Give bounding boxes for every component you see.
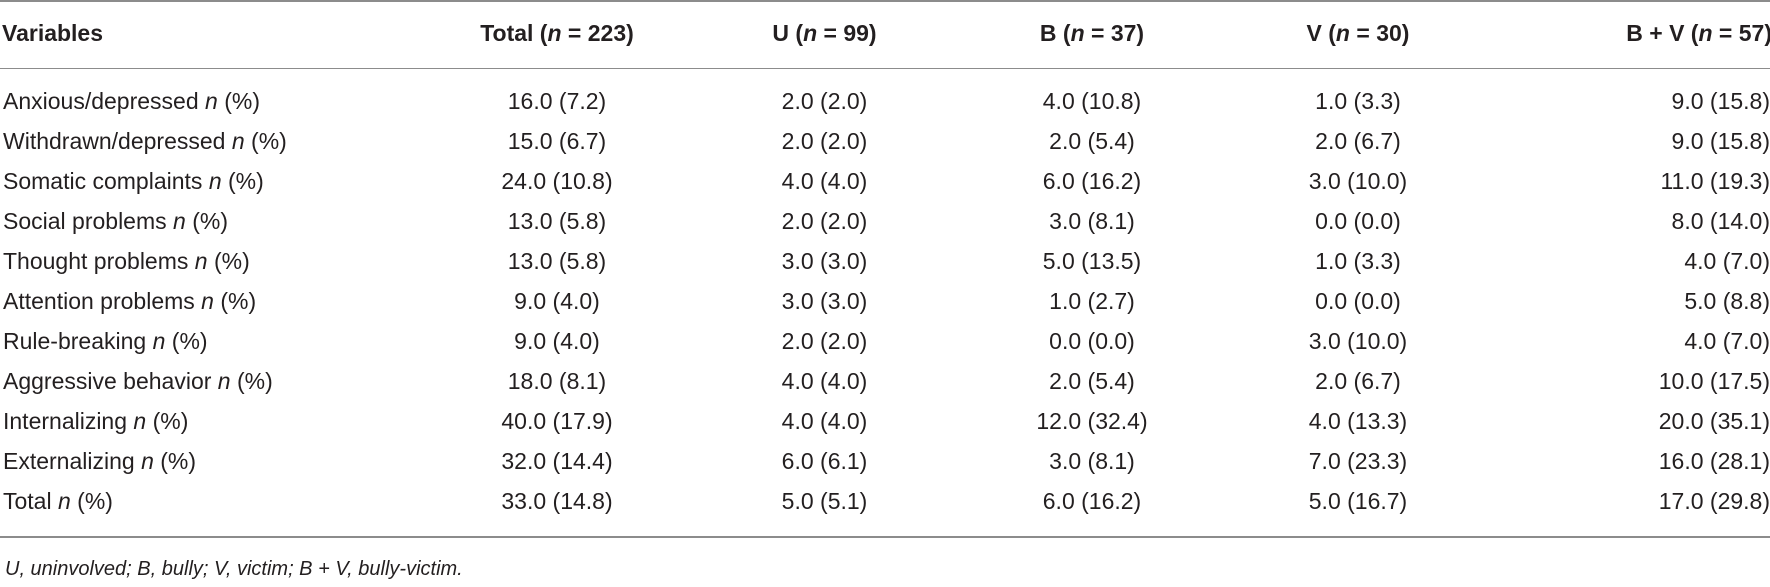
row-total: 33.0 (14.8)	[501, 487, 613, 514]
row-u: 3.0 (3.0)	[781, 287, 868, 314]
row-b: 5.0 (13.5)	[1042, 247, 1142, 274]
row-v: 0.0 (0.0)	[1315, 287, 1401, 314]
table-row: Aggressive behavior n (%) 18.0 (8.1) 4.0 (…	[0, 361, 1770, 401]
row-u: 3.0 (3.0)	[781, 247, 868, 274]
row-v: 1.0 (3.3)	[1315, 247, 1401, 274]
row-b: 3.0 (8.1)	[1049, 207, 1135, 234]
table-row: Attention problems n (%) 9.0 (4.0) 3.0 (3.…	[0, 281, 1770, 321]
row-b: 0.0 (0.0)	[1049, 327, 1135, 354]
header-total: Total (n = 223)	[480, 20, 634, 46]
table-row: Somatic complaints n (%) 24.0 (10.8) 4.0 (…	[0, 161, 1770, 201]
header-b: B (n = 37)	[1039, 20, 1145, 46]
row-bv: 8.0 (14.0)	[1671, 207, 1770, 234]
row-u: 6.0 (6.1)	[781, 447, 868, 474]
row-bv: 20.0 (35.1)	[1658, 407, 1770, 434]
table-row: Social problems n (%) 13.0 (5.8) 2.0 (2.0)…	[0, 201, 1770, 241]
row-b: 2.0 (5.4)	[1049, 127, 1135, 154]
row-bv: 10.0 (17.5)	[1658, 367, 1770, 394]
row-u: 4.0 (4.0)	[781, 367, 868, 394]
row-total: 24.0 (10.8)	[501, 167, 613, 194]
row-bv: 5.0 (8.8)	[1684, 287, 1770, 314]
row-total: 15.0 (6.7)	[507, 127, 607, 154]
table-bottom-rule	[0, 536, 1770, 538]
row-b: 4.0 (10.8)	[1042, 87, 1142, 114]
row-variable: Anxious/depressed n (%)	[3, 87, 260, 114]
row-v: 2.0 (6.7)	[1315, 127, 1401, 154]
table-top-rule	[0, 0, 1770, 2]
row-total: 16.0 (7.2)	[507, 87, 607, 114]
row-bv: 11.0 (19.3)	[1660, 167, 1770, 194]
table-row: Rule-breaking n (%) 9.0 (4.0) 2.0 (2.0) 0.0…	[0, 321, 1770, 361]
row-v: 0.0 (0.0)	[1315, 207, 1401, 234]
row-u: 2.0 (2.0)	[781, 327, 868, 354]
row-v: 4.0 (13.3)	[1308, 407, 1408, 434]
row-b: 1.0 (2.7)	[1049, 287, 1135, 314]
row-variable: Aggressive behavior n (%)	[3, 367, 273, 394]
row-bv: 17.0 (29.8)	[1658, 487, 1770, 514]
row-v: 3.0 (10.0)	[1308, 167, 1408, 194]
row-variable: Externalizing n (%)	[3, 447, 197, 474]
table-row: Thought problems n (%) 13.0 (5.8) 3.0 (3.0…	[0, 241, 1770, 281]
row-u: 5.0 (5.1)	[781, 487, 868, 514]
row-total: 13.0 (5.8)	[507, 247, 607, 274]
row-bv: 4.0 (7.0)	[1684, 327, 1770, 354]
table-body: Anxious/depressed n (%) 16.0 (7.2) 2.0 (2.…	[0, 67, 1770, 521]
table-row: Internalizing n (%) 40.0 (17.9) 4.0 (4.0) 1…	[0, 401, 1770, 441]
row-variable: Internalizing n (%)	[3, 407, 189, 434]
table-header-row: Variables Total (n = 223) U (n = 99) B (…	[0, 0, 1770, 67]
row-variable: Attention problems n (%)	[3, 287, 257, 314]
row-u: 2.0 (2.0)	[781, 127, 868, 154]
row-u: 2.0 (2.0)	[781, 87, 868, 114]
table-row: Externalizing n (%) 32.0 (14.4) 6.0 (6.1) 3…	[0, 441, 1770, 481]
table-header-rule	[0, 68, 1770, 69]
table-row: Total n (%) 33.0 (14.8) 5.0 (5.1) 6.0 (16.2…	[0, 481, 1770, 521]
row-b: 12.0 (32.4)	[1036, 407, 1148, 434]
row-u: 4.0 (4.0)	[781, 167, 868, 194]
header-u: U (n = 99)	[772, 20, 877, 46]
row-v: 5.0 (16.7)	[1308, 487, 1408, 514]
row-variable: Withdrawn/depressed n (%)	[3, 127, 287, 154]
row-total: 9.0 (4.0)	[514, 287, 600, 314]
row-variable: Somatic complaints n (%)	[3, 167, 264, 194]
row-v: 2.0 (6.7)	[1315, 367, 1401, 394]
table-footnote: U, uninvolved; B, bully; V, victim; B + …	[5, 558, 463, 580]
row-b: 6.0 (16.2)	[1042, 487, 1142, 514]
table-row: Anxious/depressed n (%) 16.0 (7.2) 2.0 (2.…	[0, 67, 1770, 121]
row-b: 3.0 (8.1)	[1049, 447, 1135, 474]
row-total: 9.0 (4.0)	[514, 327, 600, 354]
row-b: 6.0 (16.2)	[1042, 167, 1142, 194]
header-variables: Variables	[2, 20, 104, 46]
row-bv: 16.0 (28.1)	[1658, 447, 1770, 474]
row-total: 32.0 (14.4)	[501, 447, 613, 474]
row-total: 40.0 (17.9)	[501, 407, 613, 434]
row-b: 2.0 (5.4)	[1049, 367, 1135, 394]
header-bv: B + V (n = 57)	[1626, 20, 1770, 46]
row-total: 13.0 (5.8)	[507, 207, 607, 234]
row-v: 3.0 (10.0)	[1308, 327, 1408, 354]
row-total: 18.0 (8.1)	[507, 367, 607, 394]
prevalence-table: Variables Total (n = 223) U (n = 99) B (…	[0, 0, 1770, 521]
table-row: Withdrawn/depressed n (%) 15.0 (6.7) 2.0 (…	[0, 121, 1770, 161]
row-variable: Rule-breaking n (%)	[3, 327, 208, 354]
header-v: V (n = 30)	[1306, 20, 1410, 46]
row-variable: Social problems n (%)	[3, 207, 228, 234]
row-variable: Total n (%)	[3, 487, 113, 514]
row-variable: Thought problems n (%)	[3, 247, 250, 274]
row-bv: 9.0 (15.8)	[1671, 87, 1770, 114]
row-u: 2.0 (2.0)	[781, 207, 868, 234]
row-v: 1.0 (3.3)	[1315, 87, 1401, 114]
row-bv: 9.0 (15.8)	[1671, 127, 1770, 154]
row-v: 7.0 (23.3)	[1308, 447, 1408, 474]
row-bv: 4.0 (7.0)	[1684, 247, 1770, 274]
row-u: 4.0 (4.0)	[781, 407, 868, 434]
